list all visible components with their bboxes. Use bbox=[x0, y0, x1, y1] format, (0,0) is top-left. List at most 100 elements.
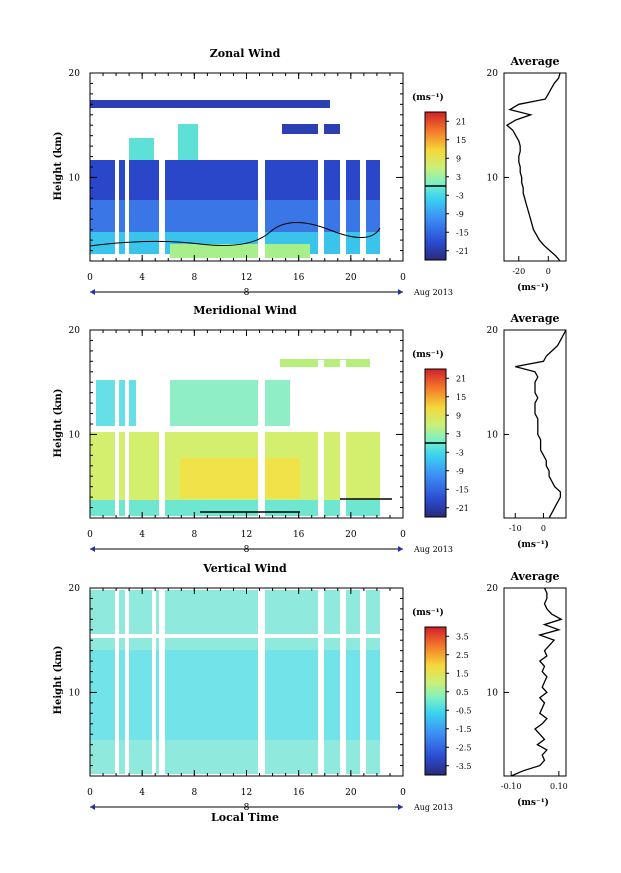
colorbar-tick-label: -2.5 bbox=[456, 743, 471, 752]
x-tick-label: 0 bbox=[87, 530, 93, 540]
heatmap-patch-turbulence bbox=[128, 138, 154, 160]
heatmap-gap bbox=[340, 108, 346, 261]
x-tick-label: 12 bbox=[241, 273, 252, 283]
x-tick-label: 4 bbox=[139, 273, 145, 283]
contour-line bbox=[89, 221, 381, 247]
date-bar-arrow bbox=[398, 804, 403, 810]
colorbar-tick-label: 3 bbox=[456, 173, 461, 182]
colorbar-tick-label: 3.5 bbox=[456, 632, 469, 641]
colorbar-tick-label: -1.5 bbox=[456, 725, 471, 734]
panel-title: Vertical Wind bbox=[202, 562, 287, 575]
heatmap-gap bbox=[318, 108, 324, 261]
date-bar-arrow bbox=[90, 546, 95, 552]
profile-title: Average bbox=[509, 312, 559, 325]
profile-x-label: (ms⁻¹) bbox=[517, 282, 549, 293]
profile-x-label: (ms⁻¹) bbox=[517, 797, 549, 808]
heatmap-gap bbox=[258, 360, 265, 518]
x-tick-label: 8 bbox=[191, 788, 197, 798]
colorbar-tick-label: 15 bbox=[456, 393, 466, 402]
profile-x-label: (ms⁻¹) bbox=[517, 539, 549, 550]
colorbar-tick-label: 0.5 bbox=[456, 688, 469, 697]
colorbar-unit: (ms⁻¹) bbox=[412, 92, 444, 103]
heatmap bbox=[89, 73, 403, 261]
colorbar-tick-label: 1.5 bbox=[456, 669, 469, 678]
plot-axes: 0 4 8 12 16 20 0 20 10 8 Aug 2013 bbox=[69, 69, 453, 298]
heatmap-gap bbox=[258, 108, 265, 261]
profile-x-tick-label: -20 bbox=[512, 267, 525, 276]
x-tick-label: 20 bbox=[345, 788, 357, 798]
heatmap-gap bbox=[380, 108, 403, 261]
date-bar-arrow bbox=[398, 289, 403, 295]
heatmap-band-surface bbox=[170, 244, 310, 258]
colorbar-tick-label: -3.5 bbox=[456, 762, 471, 771]
average-profile: Average 20 10 -0.10 0.10(ms⁻¹) bbox=[487, 570, 568, 808]
heatmap-band-warm bbox=[180, 458, 300, 498]
heatmap-gap bbox=[152, 588, 156, 776]
y-tick-label: 20 bbox=[69, 326, 81, 336]
heatmap-field-mid bbox=[90, 650, 380, 740]
heatmap-gap bbox=[125, 108, 129, 261]
y-tick-label: 10 bbox=[69, 173, 81, 183]
colorbar: (ms⁻¹) 3.5 2.5 1.5 0.5 -0.5 -1.5 -2.5 -3.5 bbox=[412, 607, 471, 776]
colorbar-tick-label: 9 bbox=[456, 411, 461, 420]
panel-meridional-wind: Meridional Wind Height (km) 0 4 8 12 16 20 0 20… bbox=[53, 304, 567, 555]
colorbar: (ms⁻¹) 21 15 9 3 -3 -9 -15 -21 bbox=[412, 349, 469, 518]
x-tick-label: 16 bbox=[293, 788, 305, 798]
date-bar-arrow bbox=[90, 289, 95, 295]
x-tick-label: 8 bbox=[191, 530, 197, 540]
heatmap-gap bbox=[318, 588, 324, 776]
y-axis-label: Height (km) bbox=[53, 132, 64, 201]
colorbar-tick-label: -0.5 bbox=[456, 706, 471, 715]
heatmap-band-upper bbox=[90, 100, 330, 108]
heatmap-gap bbox=[159, 588, 165, 776]
profile-line bbox=[510, 587, 563, 777]
colorbar-tick-label: -21 bbox=[456, 247, 469, 256]
panel-title: Meridional Wind bbox=[193, 304, 297, 317]
profile-line bbox=[515, 329, 567, 519]
colorbar-tick-label: -21 bbox=[456, 504, 469, 513]
heatmap bbox=[90, 330, 403, 518]
x-axis-label: Local Time bbox=[211, 811, 279, 824]
profile-y-tick-label: 20 bbox=[487, 69, 499, 79]
day-label: 8 bbox=[244, 545, 250, 555]
colorbar-tick-label: 3 bbox=[456, 430, 461, 439]
heatmap-patch-upper bbox=[170, 380, 290, 426]
x-tick-label: 20 bbox=[345, 530, 357, 540]
average-profile: Average 20 10 -10 0 (ms⁻¹) bbox=[487, 312, 567, 550]
x-tick-label: 0 bbox=[87, 788, 93, 798]
day-label: 8 bbox=[244, 288, 250, 298]
colorbar-tick-label: -15 bbox=[456, 485, 469, 494]
colorbar-tick-label: 21 bbox=[456, 374, 466, 383]
heatmap-gap bbox=[258, 588, 265, 776]
y-axis-label: Height (km) bbox=[53, 646, 64, 715]
x-tick-label: 8 bbox=[191, 273, 197, 283]
x-tick-label: 0 bbox=[400, 788, 406, 798]
colorbar-gradient bbox=[424, 626, 447, 776]
colorbar-tick-label: 21 bbox=[456, 117, 466, 126]
plot-axes: 0 4 8 12 16 20 0 20 10 8 Aug 2013 bbox=[69, 326, 453, 555]
profile-x-tick-label: 0 bbox=[541, 524, 546, 533]
heatmap bbox=[90, 588, 403, 776]
x-tick-label: 4 bbox=[139, 788, 145, 798]
colorbar-unit: (ms⁻¹) bbox=[412, 607, 444, 618]
plot-axes: 0 4 8 12 16 20 0 20 10 8 Aug 2013 bbox=[69, 584, 453, 813]
heatmap-gap bbox=[159, 360, 165, 518]
profile-y-tick-label: 20 bbox=[487, 326, 499, 336]
x-tick-label: 4 bbox=[139, 530, 145, 540]
heatmap-gap bbox=[125, 360, 129, 518]
colorbar-tick-label: -9 bbox=[456, 210, 464, 219]
x-tick-label: 0 bbox=[87, 273, 93, 283]
colorbar-tick-label: -9 bbox=[456, 467, 464, 476]
heatmap-gap bbox=[115, 588, 119, 776]
profile-x-tick-label: 0 bbox=[546, 267, 551, 276]
profile-title: Average bbox=[509, 55, 559, 68]
heatmap-gap bbox=[115, 108, 119, 261]
colorbar-tick-label: 15 bbox=[456, 136, 466, 145]
date-label: Aug 2013 bbox=[413, 803, 453, 812]
date-label: Aug 2013 bbox=[413, 545, 453, 554]
profile-y-tick-label: 20 bbox=[487, 584, 499, 594]
profile-frame bbox=[503, 329, 567, 519]
profile-x-tick-label: -10 bbox=[509, 524, 522, 533]
heatmap-gap bbox=[360, 108, 366, 261]
